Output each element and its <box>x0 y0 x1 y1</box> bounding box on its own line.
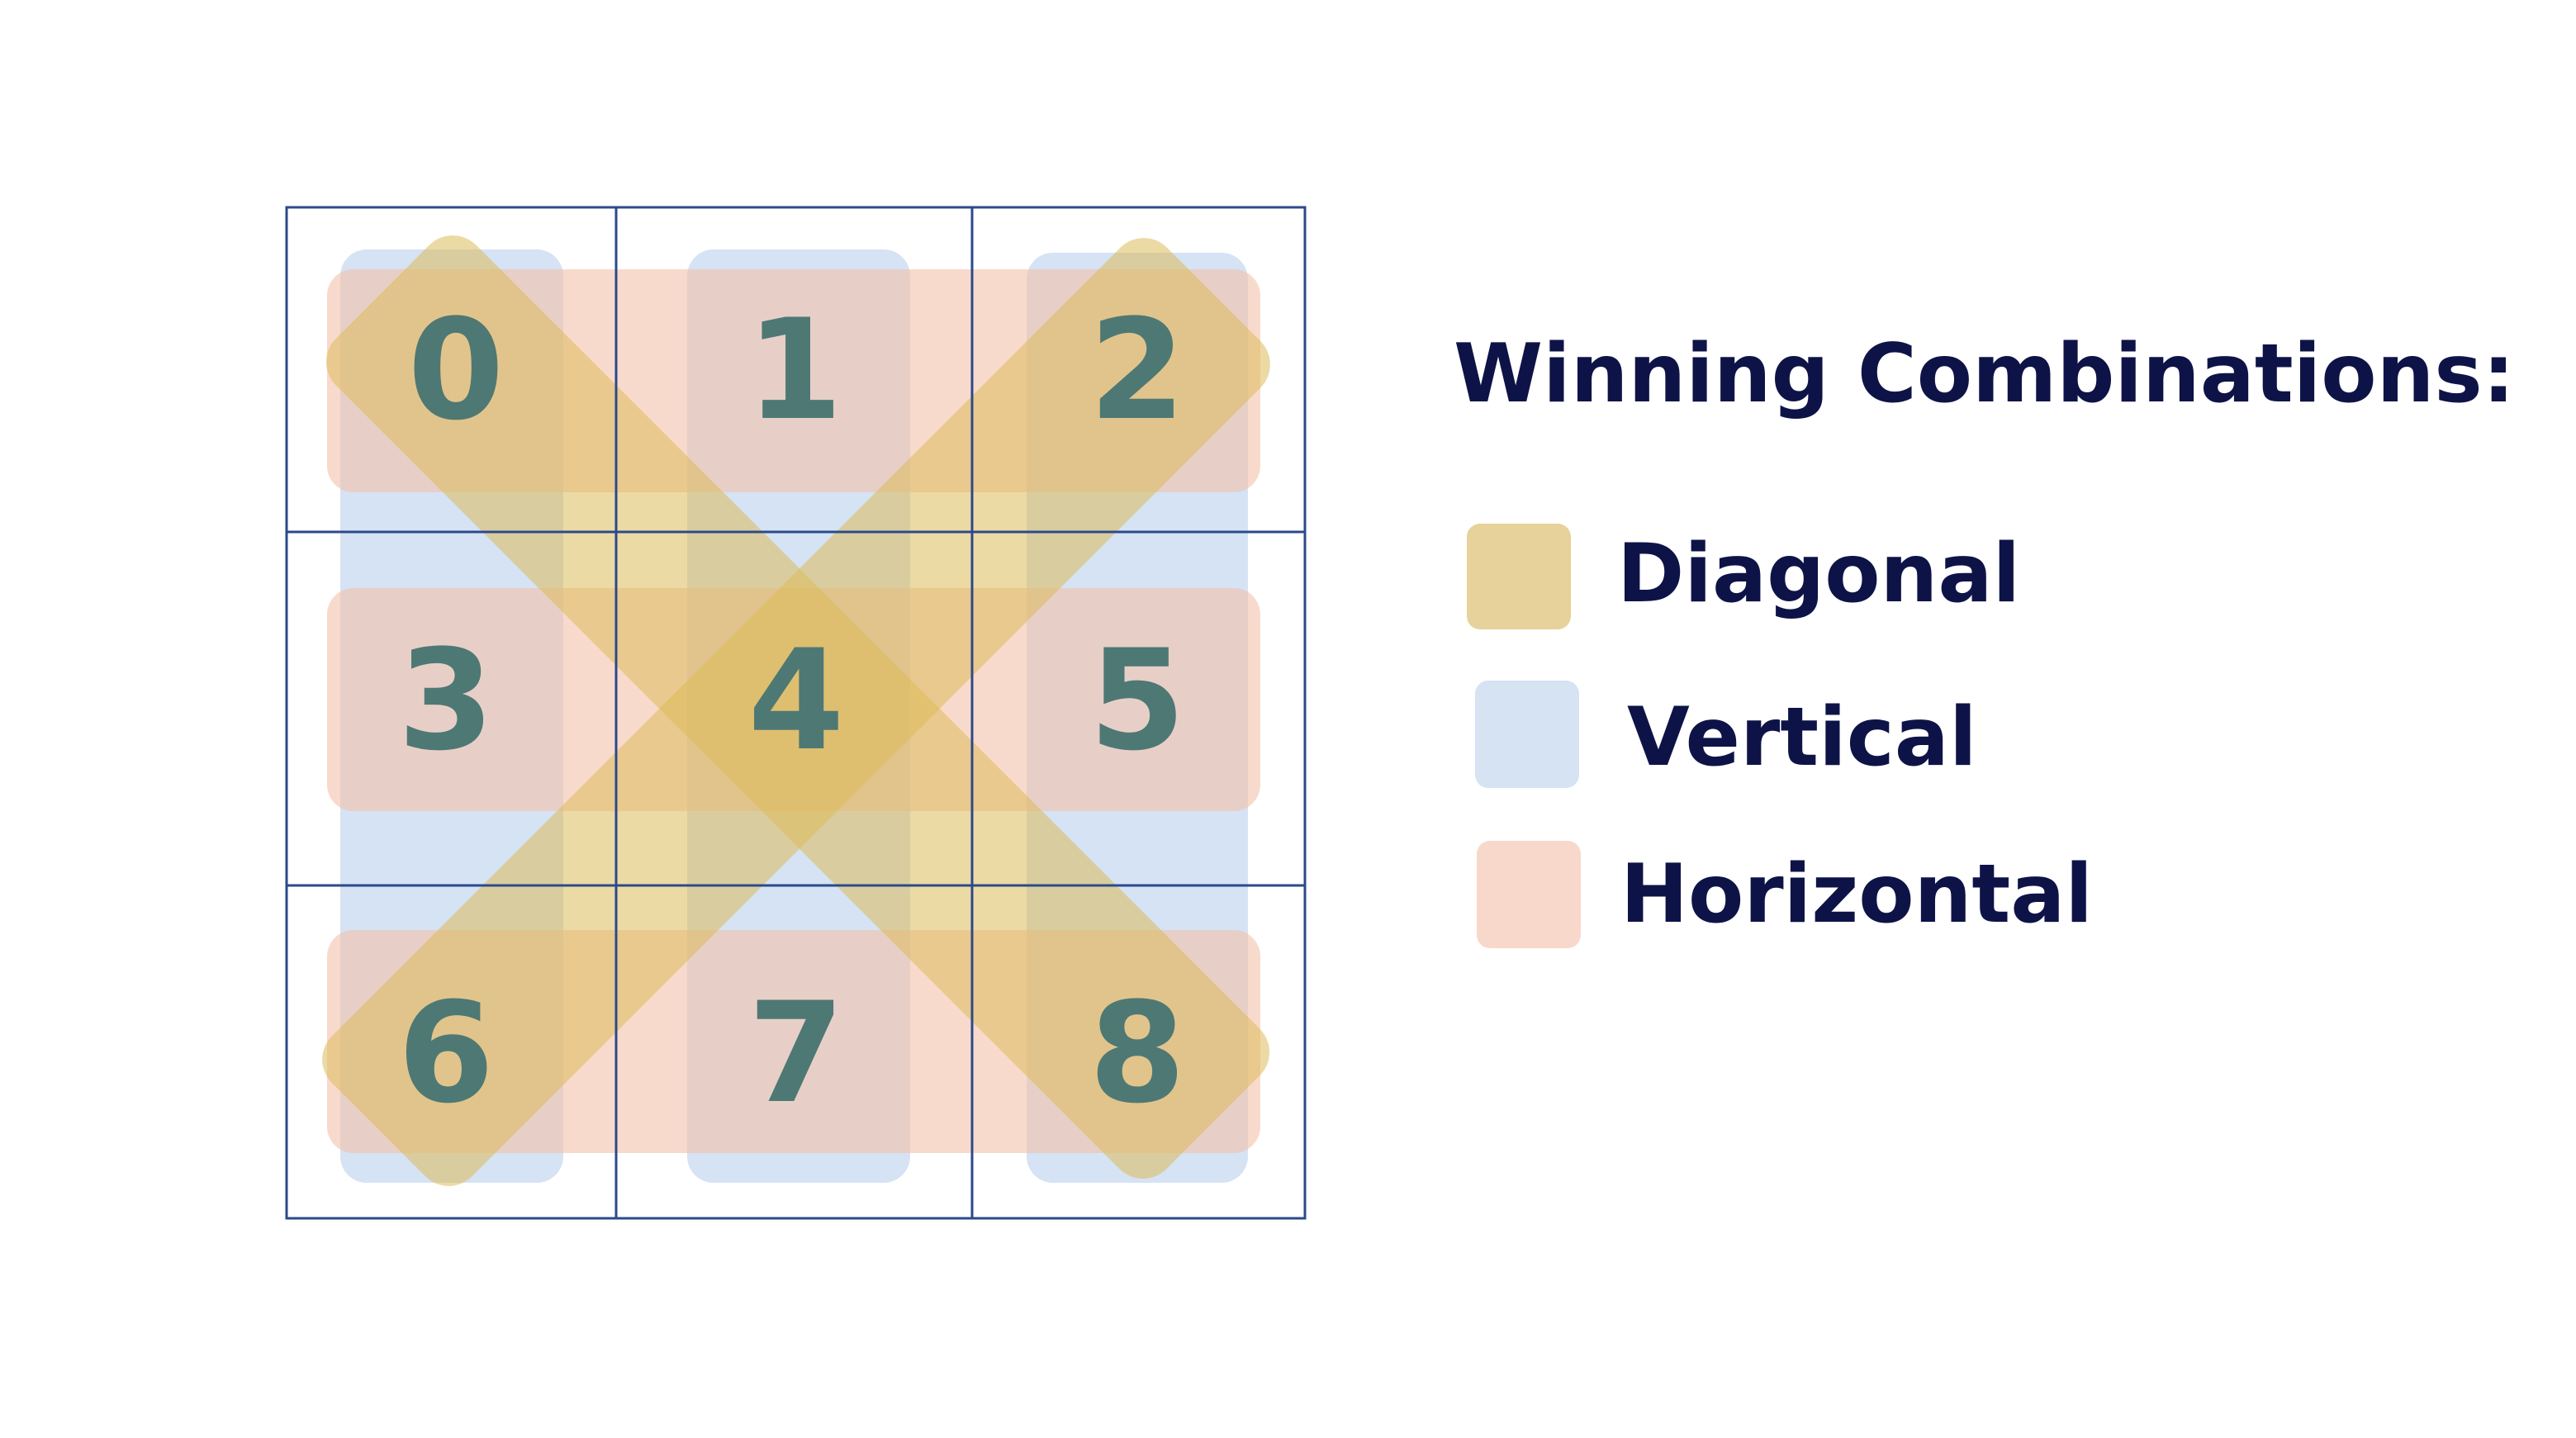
legend-swatch-horizontal <box>1477 841 1581 948</box>
cell-number-2: 2 <box>1089 289 1186 451</box>
legend-label-horizontal: Horizontal <box>1620 847 2093 942</box>
cell-number-7: 7 <box>748 972 845 1134</box>
cell-number-0: 0 <box>408 289 505 451</box>
legend-swatch-diagonal <box>1467 524 1571 629</box>
legend-title: Winning Combinations: <box>1454 327 2515 421</box>
legend-swatch-vertical <box>1475 681 1579 788</box>
diagonal-band-2-4-6 <box>322 238 1270 1186</box>
cell-number-6: 6 <box>398 972 495 1134</box>
cell-number-1: 1 <box>747 289 843 451</box>
cell-numbers: 0 1 2 3 4 5 6 7 8 <box>398 289 1186 1134</box>
legend-label-vertical: Vertical <box>1627 691 1977 785</box>
cell-number-3: 3 <box>398 619 495 781</box>
cell-number-8: 8 <box>1089 972 1186 1134</box>
cell-number-4: 4 <box>748 619 845 781</box>
cell-number-5: 5 <box>1089 619 1186 781</box>
board-grid <box>285 206 1307 1220</box>
legend-label-diagonal: Diagonal <box>1617 527 2020 621</box>
legend: Winning Combinations: Diagonal Vertical … <box>1454 327 2515 948</box>
board-outline <box>285 206 1307 1220</box>
diagonal-bands <box>322 235 1270 1186</box>
